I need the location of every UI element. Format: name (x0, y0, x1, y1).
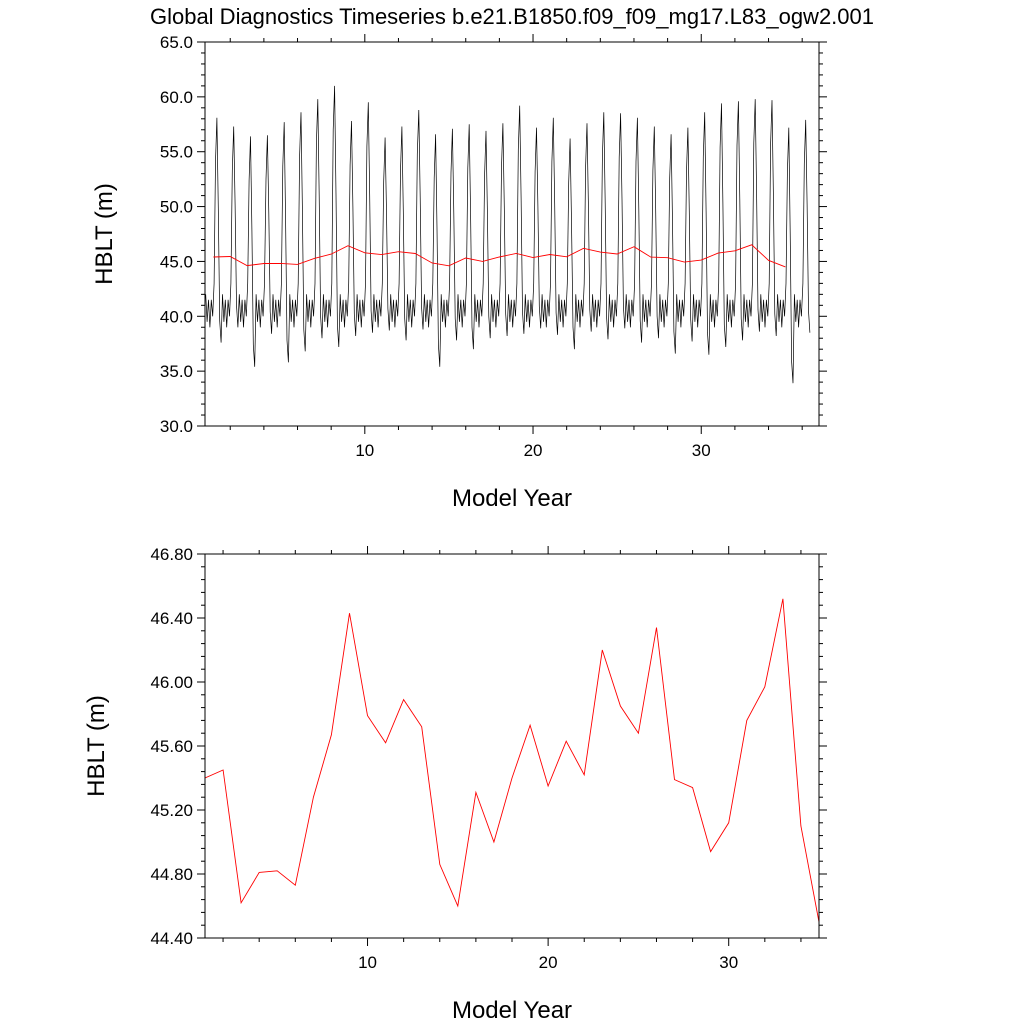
bottom-panel-x-tick-label: 10 (358, 953, 377, 972)
top-panel-monthly-series-line (205, 85, 811, 384)
top-panel-y-axis-label: HBLT (m) (91, 183, 118, 285)
top-panel-y-tick-label: 40.0 (160, 307, 193, 326)
top-panel-x-tick-label: 30 (692, 441, 711, 460)
bottom-panel-series (205, 598, 819, 923)
top-panel-series (205, 85, 811, 384)
bottom-panel-x-tick-label: 30 (719, 953, 738, 972)
top-panel-y-tick-label: 60.0 (160, 88, 193, 107)
bottom-panel-y-tick-label: 44.40 (150, 929, 193, 948)
top-panel: 30.0 35.0 40.0 45.0 50.0 55.0 60.0 65.0 10 20 30 M… (91, 33, 827, 512)
bottom-panel-y-tick-label: 46.00 (150, 673, 193, 692)
top-panel-y-tick-label: 30.0 (160, 417, 193, 436)
top-panel-annual-series-line (213, 244, 786, 268)
bottom-panel-y-axis-label: HBLT (m) (83, 695, 110, 797)
top-panel-frame (204, 41, 820, 427)
bottom-panel-y-tick-label: 46.80 (150, 545, 193, 564)
bottom-panel-frame (204, 553, 820, 939)
bottom-panel-x-tick-label: 20 (539, 953, 558, 972)
top-panel-x-axis-label: Model Year (452, 485, 572, 512)
bottom-panel-y-tick-label: 45.60 (150, 737, 193, 756)
top-panel-y-tick-label: 35.0 (160, 362, 193, 381)
top-panel-y-tick-label: 45.0 (160, 252, 193, 271)
bottom-panel-annual-series-line (205, 598, 819, 923)
bottom-panel-x-axis-label: Model Year (452, 997, 572, 1024)
bottom-panel-y-tick-label: 45.20 (150, 801, 193, 820)
figure-title: Global Diagnostics Timeseries b.e21.B185… (150, 4, 874, 29)
top-panel-ticks: 30.0 35.0 40.0 45.0 50.0 55.0 60.0 65.0 10 20 30 (160, 33, 827, 460)
top-panel-x-tick-label: 10 (355, 441, 374, 460)
top-panel-y-tick-label: 50.0 (160, 198, 193, 217)
bottom-panel-ticks: 44.40 44.80 45.20 45.60 46.00 46.40 46.80 10 20 3… (150, 545, 827, 972)
top-panel-y-tick-label: 55.0 (160, 143, 193, 162)
top-panel-x-tick-label: 20 (524, 441, 543, 460)
bottom-panel-y-tick-label: 44.80 (150, 865, 193, 884)
top-panel-y-tick-label: 65.0 (160, 33, 193, 52)
bottom-panel-y-tick-label: 46.40 (150, 609, 193, 628)
bottom-panel: 44.40 44.80 45.20 45.60 46.00 46.40 46.80 10 20 3… (83, 545, 827, 1024)
